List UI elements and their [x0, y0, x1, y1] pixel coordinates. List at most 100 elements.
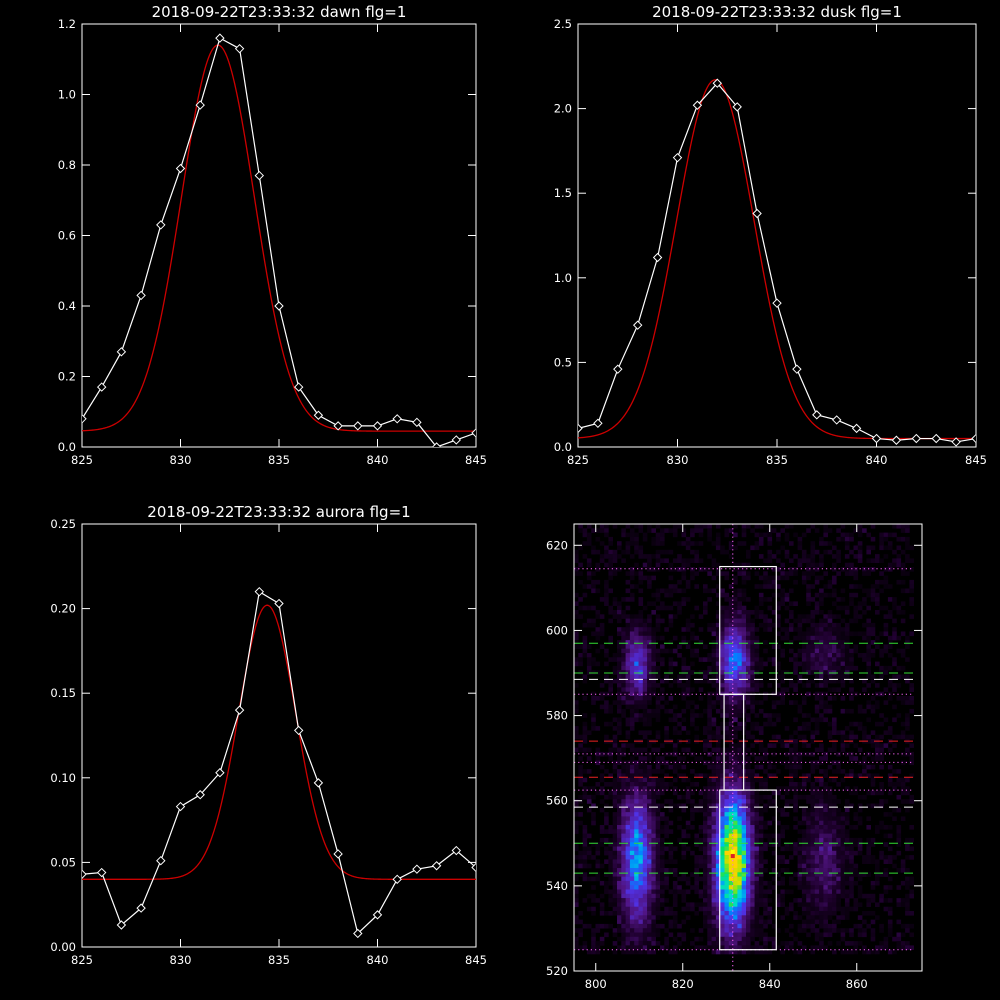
image-pixel: [883, 906, 889, 912]
image-pixel: [806, 584, 811, 589]
image-pixel: [703, 885, 708, 890]
image-pixel: [793, 915, 798, 920]
image-pixel: [784, 928, 790, 933]
image-pixel: [823, 691, 828, 697]
image-pixel: [827, 803, 833, 809]
image-pixel: [655, 794, 661, 800]
image-pixel: [578, 769, 583, 774]
image-pixel: [651, 567, 656, 572]
image-pixel: [823, 631, 828, 637]
image-pixel: [681, 627, 687, 632]
image-pixel: [733, 644, 738, 649]
image-pixel: [801, 721, 807, 727]
image-pixel: [896, 777, 902, 783]
image-pixel: [866, 588, 871, 594]
image-pixel: [642, 713, 648, 718]
image-pixel: [844, 631, 850, 637]
image-pixel: [647, 631, 652, 637]
image-pixel: [599, 622, 605, 628]
image-pixel: [801, 614, 807, 619]
image-pixel: [758, 923, 764, 929]
image-pixel: [578, 945, 583, 950]
image-pixel: [733, 601, 738, 606]
image-pixel: [634, 635, 639, 641]
image-pixel: [625, 597, 631, 602]
image-pixel: [810, 640, 816, 645]
image-pixel: [737, 794, 742, 800]
image-pixel: [655, 618, 661, 624]
image-pixel: [819, 644, 824, 649]
image-pixel: [758, 915, 764, 920]
image-pixel: [793, 687, 798, 692]
aurora-data-point: [215, 768, 225, 778]
image-pixel: [806, 889, 811, 895]
image-pixel: [599, 631, 605, 637]
image-pixel: [655, 700, 661, 705]
image-pixel: [720, 571, 725, 576]
image-pixel: [694, 549, 699, 555]
image-pixel: [677, 541, 682, 546]
image-pixel: [629, 584, 635, 589]
image-pixel: [574, 661, 579, 667]
image-pixel: [703, 730, 708, 735]
image-pixel: [823, 833, 828, 839]
image-pixel: [715, 562, 721, 568]
image-pixel: [625, 932, 631, 938]
image-pixel: [733, 829, 738, 834]
image-pixel: [617, 769, 622, 774]
image-pixel: [604, 837, 609, 843]
image-pixel: [887, 545, 893, 551]
image-pixel: [655, 674, 661, 680]
image-pixel: [647, 893, 652, 899]
image-pixel: [655, 524, 661, 529]
image-pixel: [823, 855, 828, 860]
image-pixel: [862, 911, 867, 916]
image-pixel: [771, 850, 777, 856]
image-pixel: [694, 936, 699, 942]
image-pixel: [763, 936, 768, 942]
image-pixel: [746, 571, 751, 576]
image-pixel: [849, 648, 854, 654]
image-pixel: [728, 704, 734, 710]
image-pixel: [638, 837, 644, 843]
image-pixel: [875, 592, 880, 598]
image-pixel: [612, 734, 618, 740]
image-pixel: [801, 837, 807, 843]
image-pixel: [771, 661, 777, 667]
image-pixel: [690, 700, 695, 705]
image-pixel: [715, 610, 721, 615]
image-pixel: [836, 820, 841, 826]
image-pixel: [733, 872, 738, 877]
image-pixel: [896, 902, 902, 907]
image-pixel: [849, 880, 854, 886]
image-pixel: [810, 584, 816, 589]
image-pixel: [586, 661, 592, 667]
image-pixel: [724, 923, 730, 929]
image-pixel: [604, 846, 609, 852]
image-pixel: [629, 700, 635, 705]
image-pixel: [819, 941, 824, 946]
image-pixel: [746, 893, 751, 899]
image-pixel: [634, 640, 639, 645]
image-pixel: [823, 945, 828, 950]
image-pixel: [909, 567, 914, 572]
image-pixel: [879, 941, 884, 946]
image-pixel: [582, 850, 588, 856]
image-pixel: [758, 575, 764, 581]
image-pixel: [844, 734, 850, 740]
image-pixel: [870, 842, 876, 847]
image-pixel: [780, 743, 785, 748]
image-pixel: [647, 528, 652, 533]
image-pixel: [625, 911, 631, 916]
image-pixel: [612, 941, 618, 946]
image-pixel: [750, 653, 755, 658]
image-pixel: [741, 799, 747, 804]
image-pixel: [905, 941, 910, 946]
image-pixel: [801, 906, 807, 912]
image-pixel: [694, 541, 699, 546]
image-pixel: [711, 790, 717, 796]
image-pixel: [690, 825, 695, 830]
image-pixel: [642, 687, 648, 692]
image-pixel: [741, 541, 747, 546]
image-pixel: [599, 627, 605, 632]
